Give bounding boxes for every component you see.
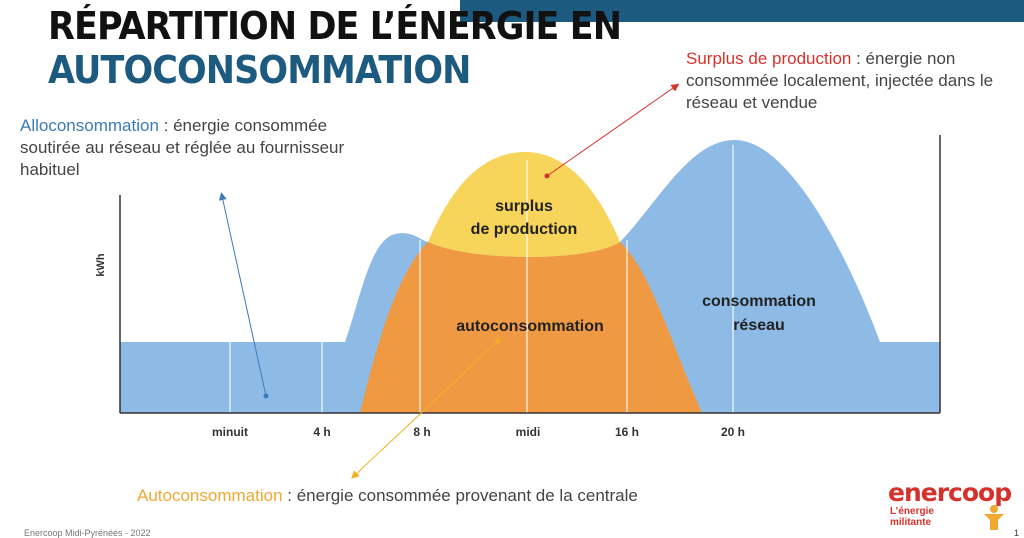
y-axis-label: kWh [95, 253, 107, 277]
logo-tagline: L’énergie militante [890, 506, 934, 528]
surplus-area [428, 152, 620, 257]
page-title-line1: RÉPARTITION DE L’ÉNERGIE EN [48, 4, 622, 48]
surplus-keyword: Surplus de production [686, 49, 852, 68]
person-icon [984, 505, 1004, 530]
tick-label-16h: 16 h [615, 425, 639, 439]
autoconsumption-label: autoconsommation [456, 318, 604, 335]
logo-wordmark: enercoop [888, 478, 1012, 507]
allo-keyword: Alloconsommation [20, 116, 159, 135]
surplus-text: : énergie non consommée localement, inje… [686, 49, 994, 112]
allo-note: Alloconsommation : énergie consommée sou… [20, 115, 360, 181]
tick-label-8h: 8 h [413, 425, 430, 439]
auto-pointer-arrow [351, 340, 499, 479]
allo-pointer-dot [263, 393, 269, 399]
page-title-line2: AUTOCONSOMMATION [48, 48, 471, 92]
footer-text: Enercoop Midi-Pyrénées - 2022 [24, 528, 151, 538]
surplus-pointer-dot [544, 173, 550, 179]
tick-label-4h: 4 h [313, 425, 330, 439]
grid-lines [229, 145, 734, 413]
tick-label-midi: midi [516, 425, 541, 439]
tick-label-20h: 20 h [721, 425, 745, 439]
auto-pointer-dot [495, 338, 501, 344]
surplus-label-line1: surplus [495, 198, 553, 215]
page-number: 1 [1014, 528, 1020, 538]
auto-text: : énergie consommée provenant de la cent… [282, 486, 638, 505]
reseau-label-line1: consommation [702, 293, 816, 310]
header-bar [460, 0, 1024, 22]
surplus-label-line2: de production [471, 221, 578, 238]
surplus-pointer-arrow [546, 83, 680, 177]
allo-pointer-arrow [218, 192, 267, 397]
auto-note: Autoconsommation : énergie consommée pro… [137, 485, 837, 507]
autoconsumption-area [360, 242, 702, 413]
allo-text: : énergie consommée soutirée au réseau e… [20, 116, 345, 179]
enercoop-logo: enercoop L’énergie militante [888, 478, 1018, 534]
auto-keyword: Autoconsommation [137, 486, 283, 505]
reseau-label-line2: réseau [733, 317, 785, 334]
surplus-note: Surplus de production : énergie non cons… [686, 48, 1016, 114]
tick-label-minuit: minuit [212, 425, 248, 439]
